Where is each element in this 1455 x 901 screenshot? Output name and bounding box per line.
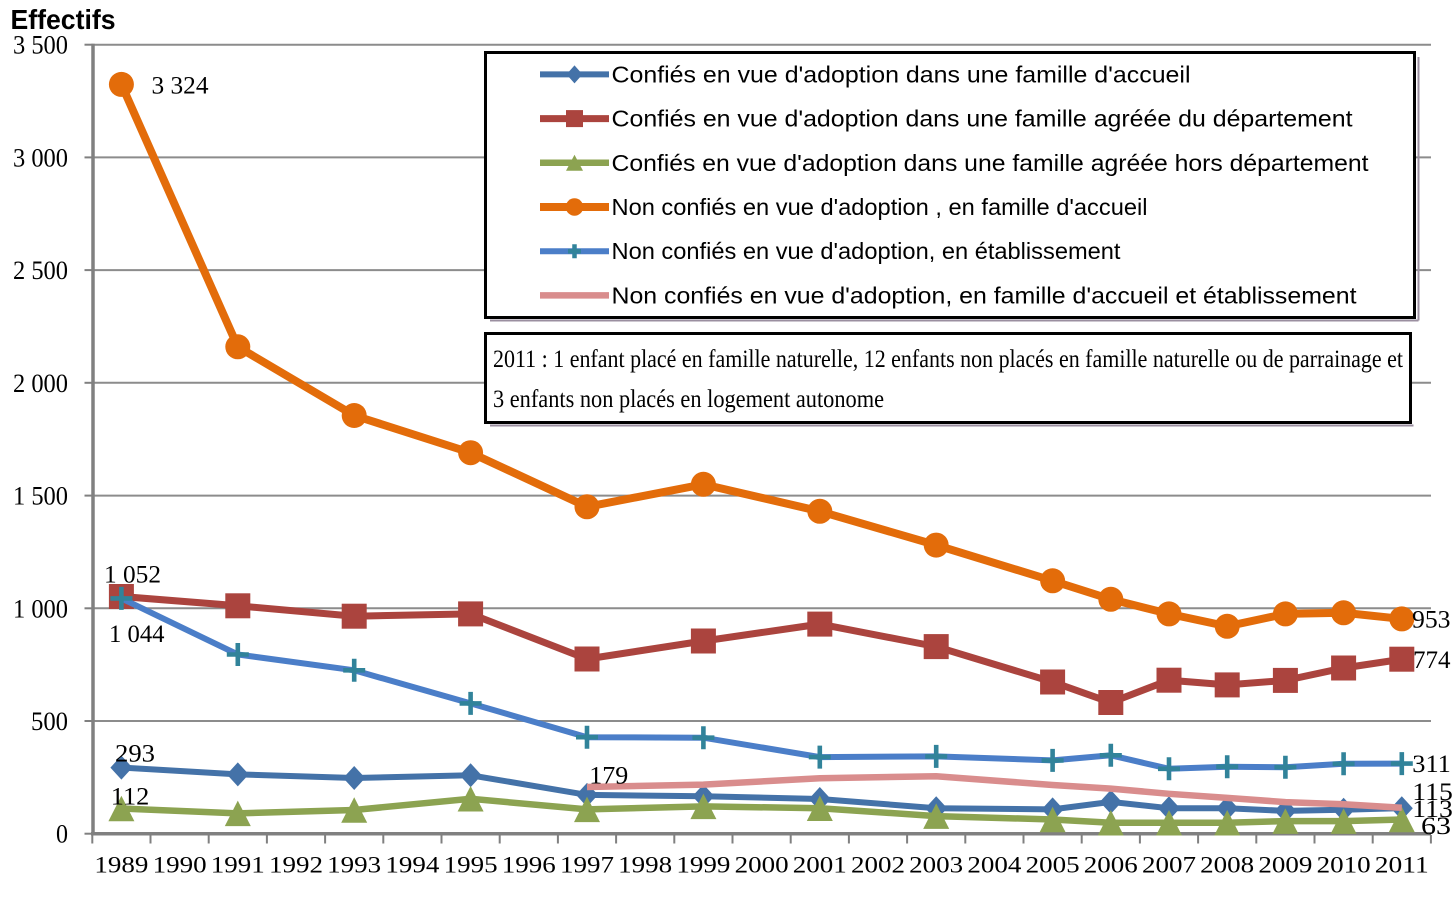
svg-text:Non confiés en vue d'adoption,: Non confiés en vue d'adoption, en établi… [612,238,1122,264]
svg-text:113: 113 [1412,796,1453,823]
svg-text:2 500: 2 500 [13,256,68,285]
svg-text:1 044: 1 044 [109,621,165,648]
svg-text:2005: 2005 [1026,853,1080,878]
svg-text:1 500: 1 500 [13,482,68,511]
svg-text:2003: 2003 [909,853,963,878]
svg-text:2004: 2004 [967,853,1022,878]
svg-text:1999: 1999 [676,853,730,878]
svg-text:2001: 2001 [793,853,847,878]
svg-text:3 enfants non placés en logeme: 3 enfants non placés en logement autonom… [493,386,884,413]
svg-text:2000: 2000 [735,853,789,878]
svg-text:Confiés en vue d'adoption dans: Confiés en vue d'adoption dans une famil… [612,106,1354,132]
svg-text:1990: 1990 [153,853,207,878]
svg-text:311: 311 [1412,751,1451,778]
svg-text:2009: 2009 [1258,853,1312,878]
svg-text:1995: 1995 [444,853,498,878]
svg-text:1997: 1997 [560,853,614,878]
svg-text:3 500: 3 500 [13,31,68,60]
svg-text:Effectifs: Effectifs [11,4,116,35]
svg-text:2 000: 2 000 [13,369,68,398]
svg-text:2008: 2008 [1200,853,1254,878]
svg-text:1998: 1998 [618,853,672,878]
svg-text:1992: 1992 [269,853,323,878]
svg-text:Confiés en vue d'adoption dans: Confiés en vue d'adoption dans une famil… [612,61,1191,87]
svg-text:0: 0 [56,820,68,849]
svg-text:2011 : 1 enfant placé en famil: 2011 : 1 enfant placé en famille naturel… [493,346,1403,373]
svg-text:1993: 1993 [327,853,381,878]
svg-text:Non confiés en vue d'adoption,: Non confiés en vue d'adoption, en famill… [612,282,1358,308]
svg-text:953: 953 [1412,607,1451,634]
svg-text:1994: 1994 [385,853,440,878]
svg-text:63: 63 [1421,813,1451,840]
svg-text:500: 500 [31,707,68,736]
svg-text:293: 293 [115,740,155,767]
svg-text:2002: 2002 [851,853,905,878]
svg-text:3 000: 3 000 [13,143,68,172]
svg-text:1996: 1996 [502,853,556,878]
svg-text:1 052: 1 052 [104,562,161,589]
svg-text:115: 115 [1412,779,1453,806]
svg-text:1989: 1989 [94,853,148,878]
svg-text:2010: 2010 [1317,853,1371,878]
svg-text:1991: 1991 [211,853,265,878]
svg-text:1 000: 1 000 [13,594,68,623]
svg-text:774: 774 [1413,647,1451,674]
svg-text:2006: 2006 [1084,853,1138,878]
svg-text:Confiés en vue d'adoption dans: Confiés en vue d'adoption dans une famil… [612,150,1370,176]
svg-text:2007: 2007 [1142,853,1196,878]
svg-text:179: 179 [589,762,628,789]
svg-text:112: 112 [111,783,150,810]
svg-text:Non confiés en vue d'adoption: Non confiés en vue d'adoption , en famil… [612,194,1148,220]
svg-text:2011: 2011 [1375,853,1429,878]
svg-text:3 324: 3 324 [152,72,210,99]
